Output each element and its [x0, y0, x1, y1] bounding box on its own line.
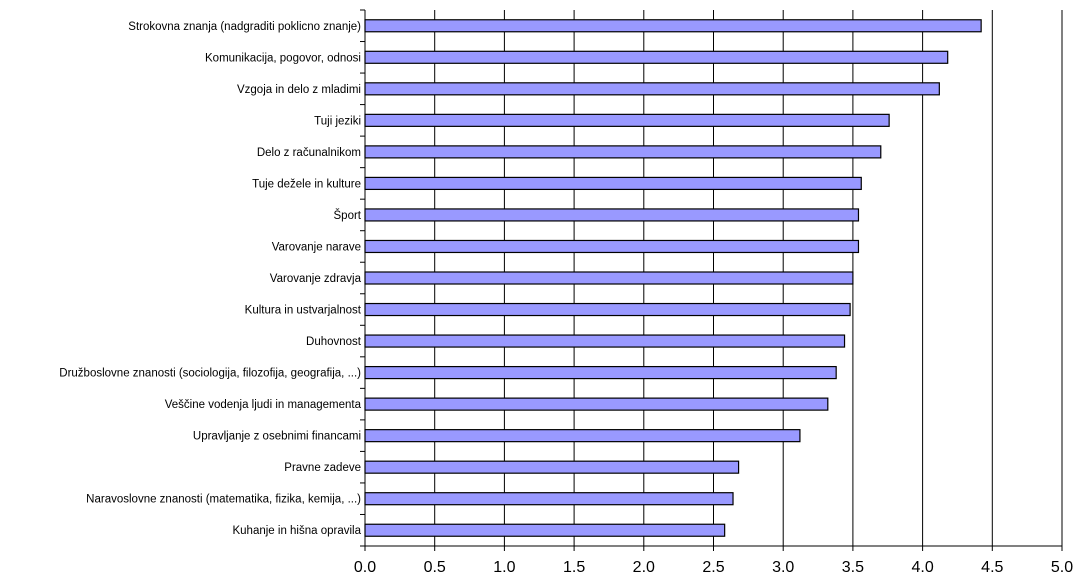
- x-tick-label: 2.5: [702, 559, 724, 576]
- bar: [364, 208, 860, 222]
- bar: [364, 50, 949, 64]
- bar: [364, 176, 862, 191]
- bar: [364, 460, 740, 474]
- category-label: Naravoslovne znanosti (matematika, fizik…: [86, 494, 361, 506]
- bar: [364, 239, 860, 254]
- category-label: Komunikacija, pogovor, odnosi: [205, 52, 361, 64]
- bar: [364, 365, 837, 380]
- x-tick-label: 0.5: [424, 559, 446, 576]
- category-label: Kuhanje in hišna opravila: [232, 525, 361, 537]
- category-label: Družboslovne znanosti (sociologija, filo…: [59, 368, 361, 380]
- x-tick-label: 5.0: [1051, 559, 1073, 576]
- category-label: Veščine vodenja ljudi in managementa: [165, 399, 362, 411]
- category-labels: Strokovna znanja (nadgraditi poklicno zn…: [59, 21, 362, 537]
- bar: [364, 145, 882, 159]
- x-tick-label: 4.5: [981, 559, 1003, 576]
- category-label: Varovanje narave: [272, 241, 361, 253]
- category-label: Pravne zadeve: [284, 462, 361, 474]
- axes: [360, 9, 1063, 551]
- bars: [364, 19, 982, 537]
- tick-labels: 0.0 0.5 1.0 1.5 2.0 2.5 3.0 3.5 4.0 4.5 5.0: [354, 559, 1073, 576]
- category-label: Kultura in ustvarjalnost: [245, 305, 362, 317]
- x-tick-label: 3.0: [772, 559, 794, 576]
- category-label: Strokovna znanja (nadgraditi poklicno zn…: [128, 21, 361, 33]
- x-tick-label: 4.0: [911, 559, 933, 576]
- category-label: Upravljanje z osebnimi financami: [193, 431, 361, 443]
- bar: [364, 429, 801, 443]
- bar: [364, 82, 940, 96]
- bar: [364, 271, 854, 285]
- x-tick-label: 3.5: [842, 559, 864, 576]
- bar: [364, 19, 982, 33]
- x-tick-label: 2.0: [633, 559, 655, 576]
- category-label: Delo z računalnikom: [257, 147, 361, 159]
- bar: [364, 302, 851, 317]
- category-label: Vzgoja in delo z mladimi: [237, 84, 361, 96]
- bar: [364, 492, 734, 506]
- category-label: Tuje dežele in kulture: [252, 178, 361, 190]
- category-label: Duhovnost: [306, 336, 362, 348]
- bar: [364, 523, 726, 537]
- bar: [364, 113, 890, 127]
- x-tick-label: 1.0: [493, 559, 515, 576]
- x-tick-label: 1.5: [563, 559, 585, 576]
- x-tick-label: 0.0: [354, 559, 376, 576]
- bar: [364, 334, 846, 348]
- bar: [364, 397, 829, 411]
- category-label: Šport: [334, 209, 362, 222]
- category-label: Varovanje zdravja: [270, 273, 362, 285]
- category-label: Tuji jeziki: [314, 115, 361, 127]
